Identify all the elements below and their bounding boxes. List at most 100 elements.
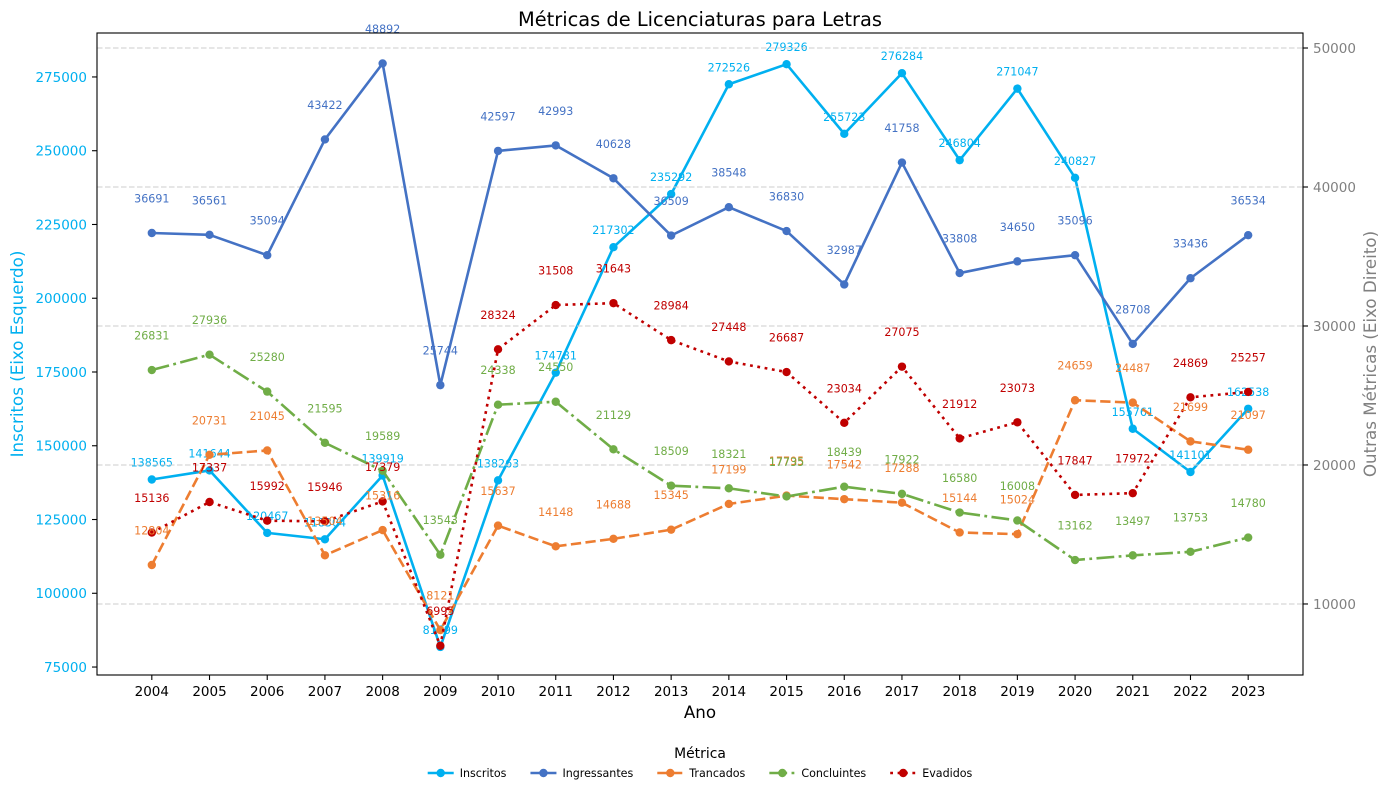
legend-item-trancados: Trancados	[657, 767, 746, 780]
concluintes-value-label: 13543	[423, 514, 458, 527]
evadidos-point	[205, 497, 214, 507]
evadidos-value-label: 15992	[250, 480, 285, 493]
concluintes-value-label: 24338	[480, 364, 515, 377]
evadidos-point	[436, 641, 445, 650]
y-left-tick-label: 150000	[35, 439, 87, 455]
y-right-tick-label: 10000	[1313, 597, 1356, 613]
inscritos-value-labels: 1385651416441204671183041399198179913826…	[131, 41, 1270, 637]
trancados-point	[436, 625, 445, 635]
series-line-trancados	[150, 398, 1249, 632]
series-line-ingressantes	[151, 62, 1249, 387]
x-tick-label: 2009	[423, 684, 457, 700]
concluintes-point	[1186, 547, 1195, 557]
x-tick-label: 2017	[885, 684, 919, 700]
inscritos-value-label: 271047	[996, 66, 1038, 79]
concluintes-point	[378, 466, 387, 475]
concluintes-value-label: 13497	[1115, 515, 1150, 528]
y-left-tick-label: 250000	[35, 144, 87, 160]
legend-swatch-marker	[778, 768, 787, 778]
evadidos-value-label: 27075	[884, 326, 919, 339]
inscritos-value-label: 174781	[535, 350, 577, 363]
evadidos-point	[1128, 488, 1137, 498]
inscritos-point	[840, 129, 849, 139]
ingressantes-point	[840, 280, 849, 289]
evadidos-point	[782, 367, 791, 377]
inscritos-value-label: 240827	[1054, 155, 1096, 168]
trancados-point	[897, 498, 907, 507]
trancados-value-label: 17199	[711, 463, 746, 476]
ingressantes-point	[378, 59, 387, 68]
x-tick-label: 2014	[712, 684, 746, 700]
evadidos-value-label: 21912	[942, 398, 977, 411]
concluintes-value-label: 13753	[1173, 511, 1208, 524]
series-concluintes	[147, 350, 1253, 565]
inscritos-point	[205, 466, 214, 475]
series-line-evadidos	[151, 301, 1249, 648]
inscritos-point	[1013, 84, 1022, 93]
y-left-tick-label: 275000	[35, 70, 87, 86]
ingressantes-value-label: 32987	[827, 244, 862, 257]
evadidos-value-label: 23073	[1000, 382, 1035, 395]
legend-label: Ingressantes	[562, 767, 633, 780]
concluintes-point	[493, 400, 503, 409]
concluintes-value-label: 19589	[365, 430, 400, 443]
y-left-tick-label: 100000	[35, 586, 87, 602]
concluintes-value-label: 17922	[884, 453, 919, 466]
trancados-value-label: 13504	[307, 515, 342, 528]
trancados-value-labels: 12804 20731 21045 13504 15316 8121 15637 14148 1…	[134, 360, 1266, 603]
ingressantes-point	[1128, 339, 1137, 349]
concluintes-value-label: 26831	[134, 330, 169, 343]
y-right-tick-label: 30000	[1313, 319, 1356, 335]
legend-item-inscritos: Inscritos	[427, 767, 507, 780]
evadidos-value-label: 31508	[538, 265, 573, 278]
x-tick-label: 2010	[481, 684, 515, 700]
grid	[97, 47, 1303, 605]
inscritos-point	[1128, 424, 1137, 433]
evadidos-point	[666, 335, 676, 345]
ingressantes-point	[609, 174, 618, 183]
plot-area: 1385651416441204671183041399198179913826…	[96, 23, 1304, 676]
evadidos-value-label: 23034	[827, 382, 862, 395]
inscritos-point	[263, 528, 272, 538]
series-line-concluintes	[151, 353, 1249, 562]
y-left-tick-label: 175000	[35, 365, 87, 381]
trancados-value-label: 12804	[134, 525, 169, 538]
inscritos-value-label: 138565	[131, 456, 173, 469]
concluintes-value-label: 18509	[653, 445, 688, 458]
x-tick-label: 2008	[365, 684, 399, 700]
ingressantes-value-labels: 36691 36561 35094 43422 48892 25744 42597 42993…	[134, 23, 1266, 358]
trancados-point	[551, 542, 560, 551]
ingressantes-value-label: 41758	[884, 122, 919, 135]
x-tick-label: 2012	[596, 684, 630, 700]
evadidos-point	[897, 362, 907, 371]
evadidos-value-label: 24869	[1173, 357, 1208, 370]
trancados-value-label: 15144	[942, 492, 977, 505]
inscritos-value-label: 276284	[881, 50, 923, 63]
inscritos-point	[666, 189, 676, 199]
inscritos-value-label: 141101	[1169, 449, 1211, 462]
x-tick-label: 2015	[769, 684, 803, 700]
evadidos-point	[840, 418, 849, 428]
trancados-point	[666, 525, 676, 534]
trancados-value-label: 15345	[653, 489, 688, 502]
evadidos-value-label: 17337	[192, 461, 227, 474]
ingressantes-value-label: 38548	[711, 167, 746, 180]
evadidos-value-label: 28324	[480, 309, 515, 322]
series-line-inscritos	[151, 62, 1250, 649]
trancados-value-label: 20731	[192, 414, 227, 427]
trancados-value-label: 14148	[538, 506, 573, 519]
evadidos-value-label: 17379	[365, 461, 400, 474]
concluintes-point	[436, 550, 445, 559]
x-axis-label: Ano	[684, 702, 716, 722]
series-trancados	[147, 396, 1253, 635]
concluintes-point	[551, 397, 560, 406]
inscritos-point	[724, 80, 734, 89]
x-tick-label: 2005	[192, 684, 226, 700]
ingressantes-value-label: 33436	[1173, 238, 1208, 251]
evadidos-point	[320, 517, 330, 526]
inscritos-value-label: 235292	[650, 171, 692, 184]
trancados-value-label: 24487	[1115, 362, 1150, 375]
concluintes-point	[1128, 551, 1137, 560]
legend-label: Concluintes	[801, 767, 866, 780]
